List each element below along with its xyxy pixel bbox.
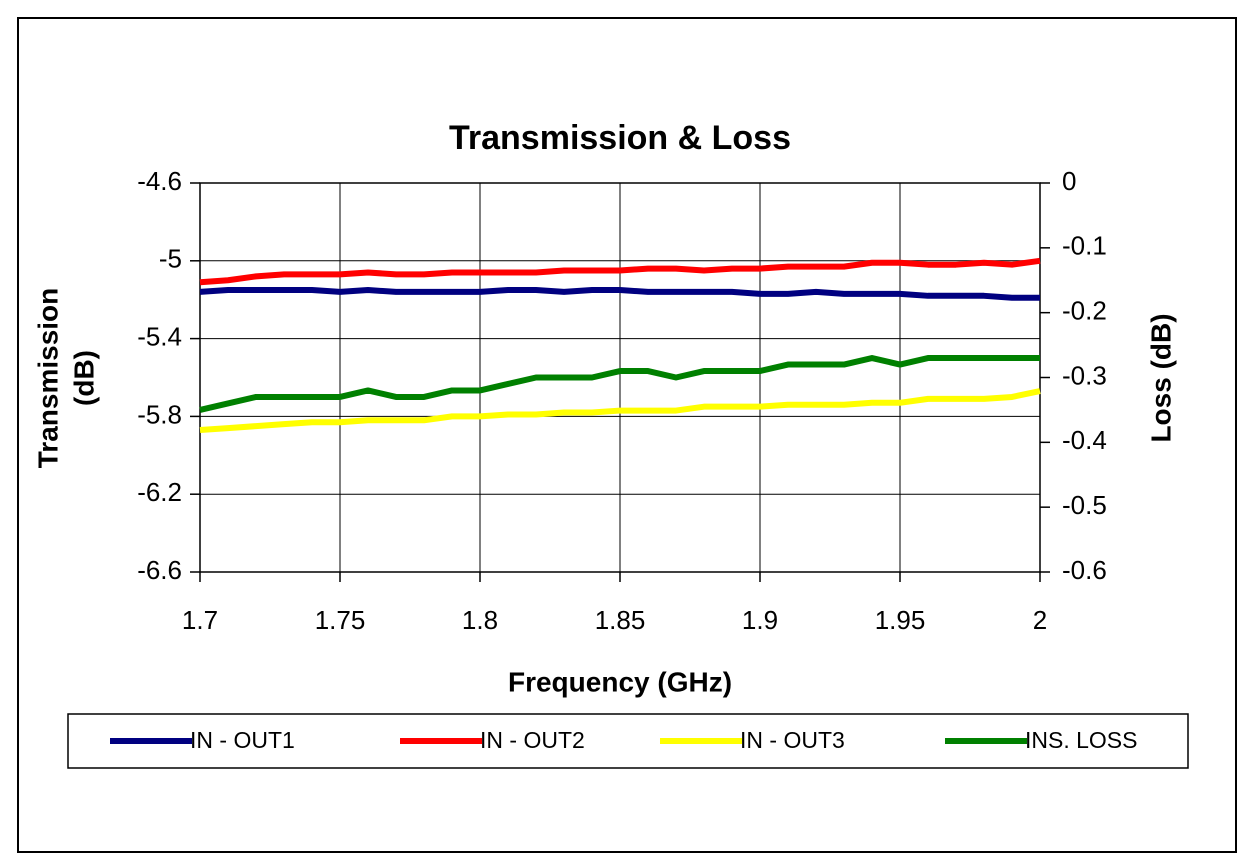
y2-tick-label: -0.5 xyxy=(1062,490,1107,520)
y-tick-label: -5.8 xyxy=(137,399,182,429)
x-tick-label: 1.9 xyxy=(742,605,778,635)
y-tick-label: -4.6 xyxy=(137,166,182,196)
x-tick-label: 1.95 xyxy=(875,605,926,635)
series-line xyxy=(199,355,1040,413)
x-tick-label: 2 xyxy=(1033,605,1047,635)
y2-axis-label: Loss (dB) xyxy=(1145,313,1176,442)
y2-tick-label: 0 xyxy=(1062,166,1076,196)
x-tick-label: 1.85 xyxy=(595,605,646,635)
x-tick-label: 1.7 xyxy=(182,605,218,635)
series-line xyxy=(199,257,1041,286)
x-tick-label: 1.75 xyxy=(315,605,366,635)
legend-label: IN - OUT1 xyxy=(190,727,295,753)
legend-label: INS. LOSS xyxy=(1025,727,1137,753)
chart-title: Transmission & Loss xyxy=(449,119,791,157)
plot-border xyxy=(199,182,1041,573)
series-line xyxy=(199,286,1040,301)
y2-tick-label: -0.2 xyxy=(1062,296,1107,326)
x-axis-label: Frequency (GHz) xyxy=(508,666,732,697)
y-tick-label: -6.2 xyxy=(137,477,182,507)
series-line xyxy=(199,388,1041,434)
y-tick-label: -6.6 xyxy=(137,555,182,585)
y-axis-label: Transmission xyxy=(32,288,63,469)
y-tick-label: -5 xyxy=(159,244,182,274)
y-tick-label: -5.4 xyxy=(137,321,182,351)
y2-tick-label: -0.6 xyxy=(1062,555,1107,585)
x-tick-label: 1.8 xyxy=(462,605,498,635)
y-axis-label: (dB) xyxy=(68,350,99,406)
legend-label: IN - OUT2 xyxy=(480,727,585,753)
y2-tick-label: -0.3 xyxy=(1062,360,1107,390)
y2-tick-label: -0.4 xyxy=(1062,425,1107,455)
y2-tick-label: -0.1 xyxy=(1062,231,1107,261)
legend-label: IN - OUT3 xyxy=(740,727,845,753)
